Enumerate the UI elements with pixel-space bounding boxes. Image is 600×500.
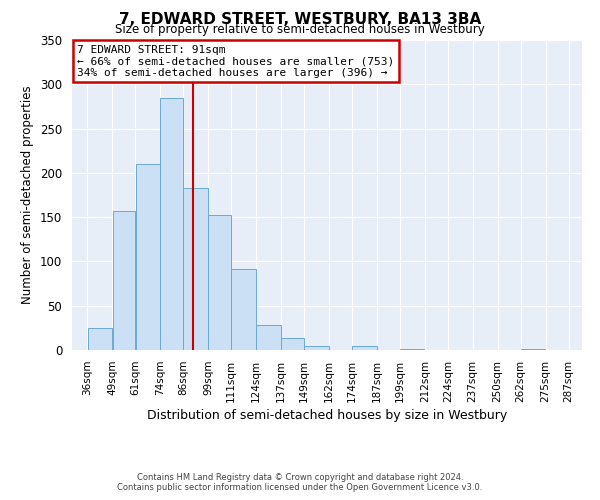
X-axis label: Distribution of semi-detached houses by size in Westbury: Distribution of semi-detached houses by … <box>147 409 507 422</box>
Text: Contains HM Land Registry data © Crown copyright and database right 2024.
Contai: Contains HM Land Registry data © Crown c… <box>118 473 482 492</box>
Text: 7 EDWARD STREET: 91sqm
← 66% of semi-detached houses are smaller (753)
34% of se: 7 EDWARD STREET: 91sqm ← 66% of semi-det… <box>77 44 394 78</box>
Bar <box>304 346 329 350</box>
Bar <box>160 98 183 350</box>
Bar <box>208 216 231 350</box>
Bar <box>232 270 256 350</box>
Y-axis label: Number of semi-detached properties: Number of semi-detached properties <box>22 86 34 304</box>
Bar <box>281 338 304 350</box>
Bar <box>256 325 281 350</box>
Bar <box>400 349 424 350</box>
Text: Size of property relative to semi-detached houses in Westbury: Size of property relative to semi-detach… <box>115 22 485 36</box>
Bar <box>136 164 160 350</box>
Bar <box>88 328 112 350</box>
Bar <box>184 188 208 350</box>
Bar <box>113 211 135 350</box>
Bar <box>521 349 545 350</box>
Text: 7, EDWARD STREET, WESTBURY, BA13 3BA: 7, EDWARD STREET, WESTBURY, BA13 3BA <box>119 12 481 28</box>
Bar <box>352 346 377 350</box>
